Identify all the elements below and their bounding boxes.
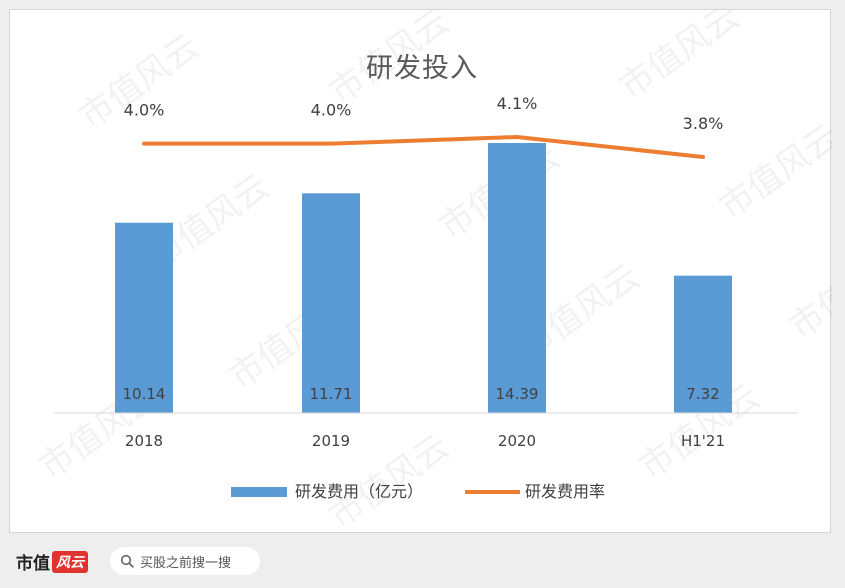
watermark-text: 市值风云 bbox=[72, 27, 206, 138]
bar-value-label: 7.32 bbox=[686, 385, 719, 403]
legend-bar-swatch bbox=[231, 487, 287, 497]
bar-H1'21 bbox=[674, 275, 732, 413]
chart-card: 市值风云 市值风云 市值风云 市值风云 市值风云 市值风云 市值风云 市值风云 市值风云 市值风云… bbox=[9, 9, 832, 534]
brand-badge: 风云 bbox=[52, 550, 88, 573]
watermark-text: 市值风云 bbox=[712, 117, 832, 228]
rate-value-label: 4.0% bbox=[311, 101, 352, 120]
watermark-text: 市值风云 bbox=[612, 10, 746, 107]
x-tick-label: 2020 bbox=[498, 432, 536, 450]
bar-2020 bbox=[488, 143, 546, 413]
x-tick-label: 2019 bbox=[312, 432, 350, 450]
watermark-text: 市值风云 bbox=[782, 237, 832, 348]
legend-bar-label: 研发费用（亿元） bbox=[295, 482, 423, 501]
rate-value-label: 4.0% bbox=[124, 101, 165, 120]
legend: 研发费用（亿元） 研发费用率 bbox=[231, 482, 605, 501]
brand-name: 市值 bbox=[16, 554, 50, 574]
search-placeholder: 买股之前搜一搜 bbox=[140, 555, 232, 571]
search-icon bbox=[120, 554, 134, 568]
bar-value-label: 10.14 bbox=[123, 385, 166, 403]
x-tick-label: 2018 bbox=[125, 432, 163, 450]
bar-value-label: 11.71 bbox=[310, 385, 353, 403]
rate-value-label: 3.8% bbox=[683, 114, 724, 133]
x-tick-label: H1'21 bbox=[681, 432, 725, 450]
bar-2019 bbox=[302, 193, 360, 413]
brand-logo[interactable]: 市值 风云 bbox=[16, 549, 88, 574]
bar-2018 bbox=[115, 222, 173, 413]
rate-value-label: 4.1% bbox=[497, 94, 538, 113]
search-input[interactable]: 买股之前搜一搜 bbox=[110, 547, 260, 575]
chart-title: 研发投入 bbox=[366, 53, 478, 84]
legend-line-label: 研发费用率 bbox=[525, 482, 605, 501]
footer-bar: 市值 风云 买股之前搜一搜 bbox=[0, 533, 845, 588]
bar-value-label: 14.39 bbox=[496, 385, 539, 403]
rate-series-line bbox=[142, 135, 705, 159]
